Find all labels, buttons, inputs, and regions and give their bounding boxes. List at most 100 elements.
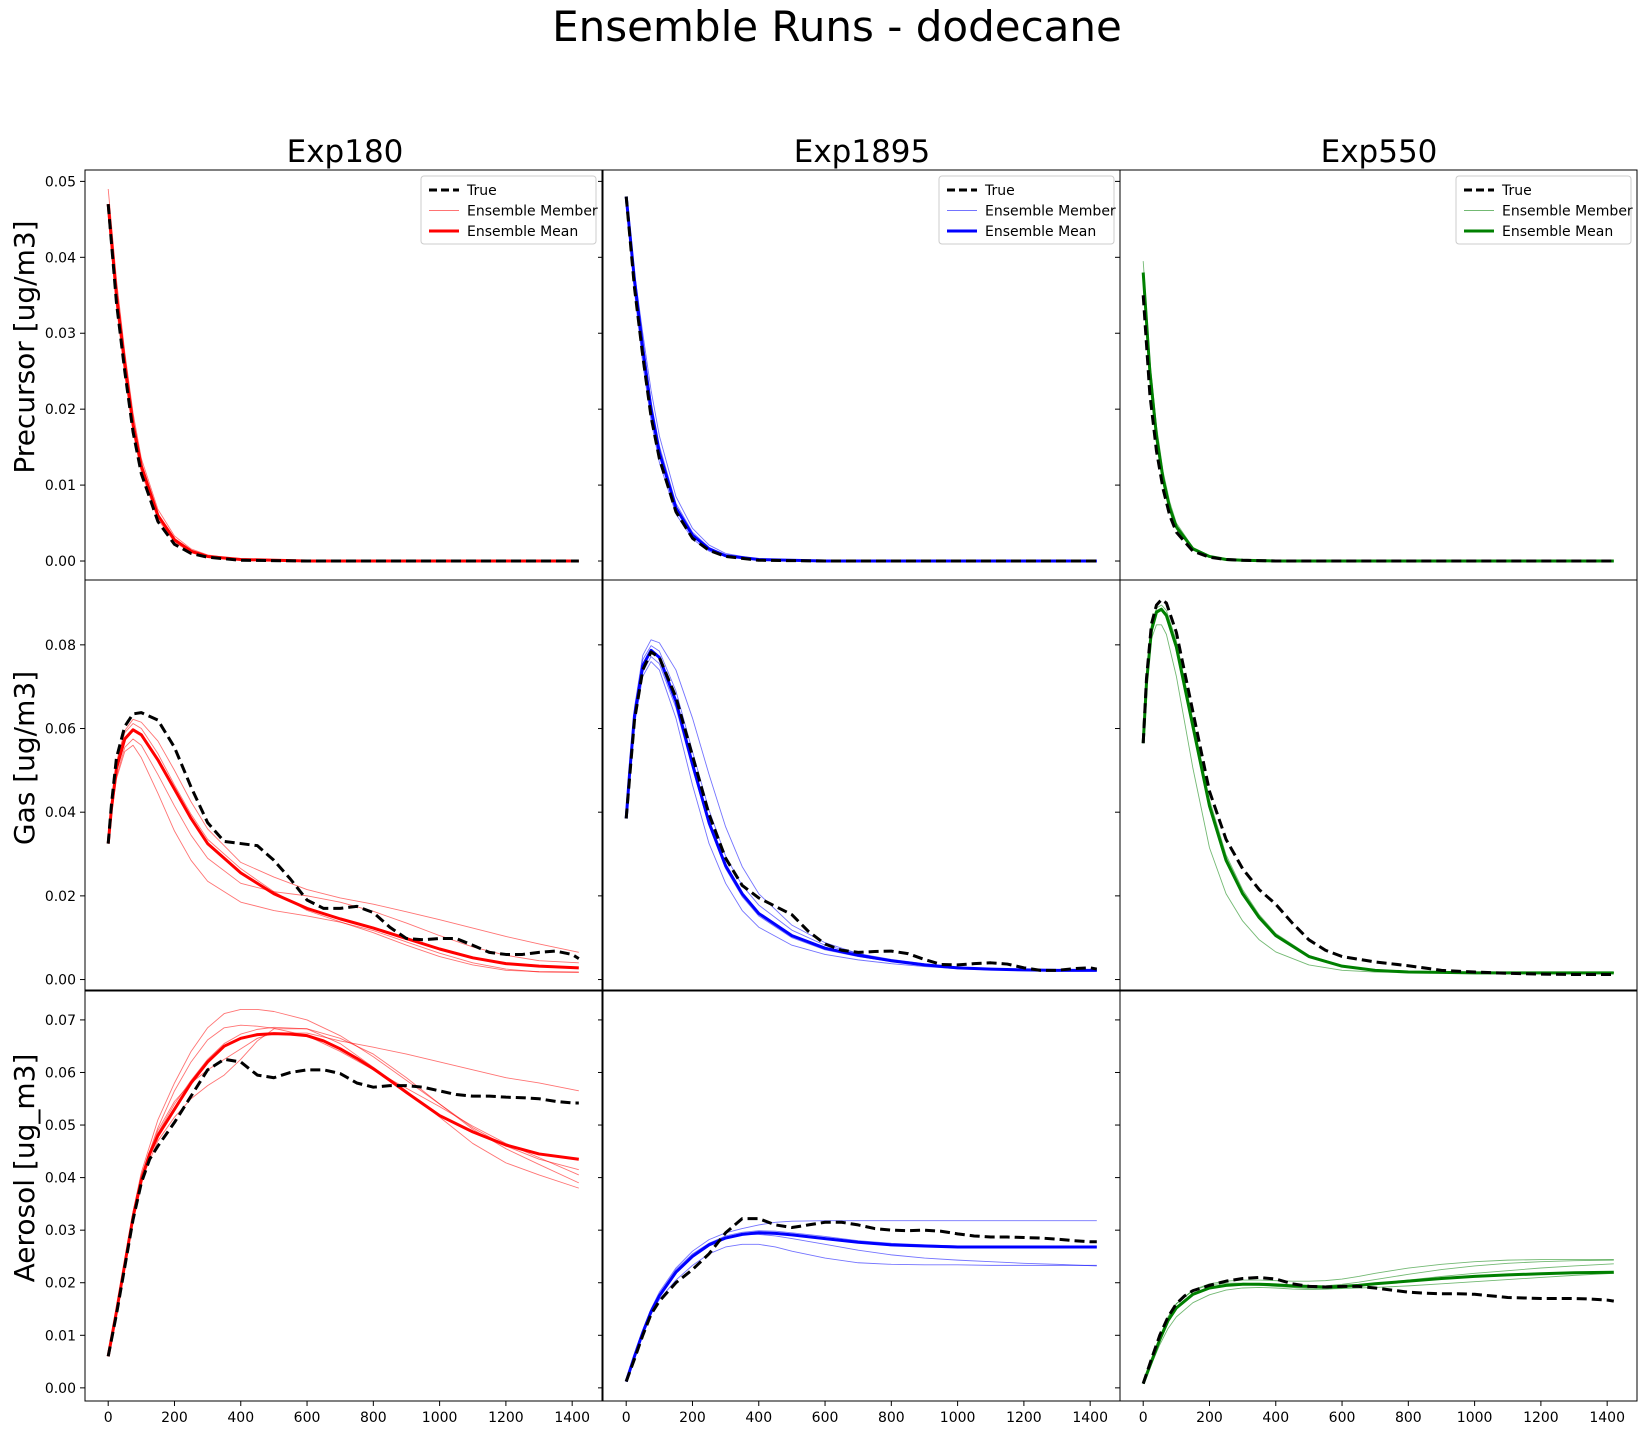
true-line bbox=[1141, 295, 1614, 563]
ensemble-member-line-2 bbox=[1142, 1263, 1614, 1384]
series-group-precursor-exp550 bbox=[1141, 261, 1614, 563]
legend-exp550: True Ensemble Member Ensemble Mean bbox=[1455, 175, 1633, 245]
x-tick-label: 800 bbox=[360, 1410, 387, 1426]
row-label-aerosol: Aerosol [ug_m3] bbox=[8, 1054, 41, 1283]
y-tick-label: 0.02 bbox=[45, 889, 76, 905]
x-tick-label: 1000 bbox=[1457, 1410, 1493, 1426]
row-label-precursor: Precursor [ug/m3] bbox=[8, 220, 41, 473]
ensemble-mean-line bbox=[624, 1231, 1097, 1383]
legend-exp1895: True Ensemble Member Ensemble Mean bbox=[938, 175, 1116, 245]
plot-area-gas-exp550 bbox=[1120, 580, 1637, 990]
ensemble-member-line-4 bbox=[107, 723, 579, 973]
true-line bbox=[1141, 598, 1614, 977]
true-line bbox=[624, 196, 1097, 563]
series-group-aerosol-exp180 bbox=[106, 1008, 579, 1357]
plot-area-aerosol-exp1895 bbox=[603, 991, 1120, 1401]
panel-aerosol-exp1895: 0 200 400 600 800 1000 1200 1400 bbox=[598, 990, 1121, 1426]
y-tick-label: 0.08 bbox=[45, 638, 76, 654]
series-group-aerosol-exp550 bbox=[1141, 1259, 1615, 1385]
panel-gas-exp1895 bbox=[598, 579, 1121, 995]
panel-frame-aerosol-exp550 bbox=[1119, 990, 1638, 1402]
legend-entry: Ensemble Member bbox=[1502, 204, 1633, 220]
legend-entry: Ensemble Mean bbox=[985, 224, 1096, 240]
x-tick-label: 0 bbox=[622, 1410, 631, 1426]
plot-area-gas-exp180 bbox=[85, 580, 602, 990]
panel-precursor-exp1895: True Ensemble Member Ensemble Mean bbox=[598, 169, 1121, 585]
legend-entry: Ensemble Mean bbox=[1502, 224, 1613, 240]
y-tick-label: 0.04 bbox=[45, 805, 76, 821]
x-tick-label: 200 bbox=[1196, 1410, 1223, 1426]
ensemble-member-line-1 bbox=[107, 718, 579, 953]
panel-frame-gas-exp550 bbox=[1119, 579, 1638, 991]
x-tick-label: 600 bbox=[1329, 1410, 1356, 1426]
row-label-gas: Gas [ug/m3] bbox=[8, 671, 41, 845]
series-group-gas-exp550 bbox=[1141, 598, 1614, 977]
y-tick-label: 0.00 bbox=[45, 554, 76, 570]
true-line bbox=[106, 204, 579, 563]
panel-frame-gas-exp180 bbox=[84, 579, 603, 991]
panel-grid: 0.00 0.01 0.02 0.03 0.04 0.05 True Ensemble Mem… bbox=[45, 169, 1638, 1426]
plot-area-gas-exp1895 bbox=[603, 580, 1120, 990]
series-group-aerosol-exp1895 bbox=[624, 1217, 1097, 1383]
legend-exp180: True Ensemble Member Ensemble Mean bbox=[420, 175, 598, 245]
y-tick-label: 0.01 bbox=[45, 478, 76, 494]
ensemble-member-line-2 bbox=[107, 738, 579, 964]
x-tick-label: 0 bbox=[104, 1410, 113, 1426]
y-tick-label: 0.03 bbox=[45, 1223, 76, 1239]
x-tick-label: 0 bbox=[1139, 1410, 1148, 1426]
plot-area-aerosol-exp550 bbox=[1120, 991, 1637, 1401]
panel-frame-aerosol-exp180 bbox=[84, 990, 603, 1402]
y-tick-label: 0.05 bbox=[45, 1118, 76, 1134]
x-tick-label: 200 bbox=[161, 1410, 188, 1426]
legend-entry: Ensemble Member bbox=[985, 204, 1116, 220]
x-tick-label: 800 bbox=[878, 1410, 905, 1426]
x-tick-label: 400 bbox=[745, 1410, 772, 1426]
series-group-gas-exp1895 bbox=[624, 639, 1098, 972]
column-title-exp550: Exp550 bbox=[1321, 134, 1438, 170]
x-tick-label: 800 bbox=[1395, 1410, 1422, 1426]
legend-box bbox=[420, 175, 597, 245]
x-tick-label: 400 bbox=[227, 1410, 254, 1426]
x-tick-label: 600 bbox=[294, 1410, 321, 1426]
x-tick-label: 1200 bbox=[1006, 1410, 1042, 1426]
figure-title: Ensemble Runs - dodecane bbox=[552, 2, 1122, 51]
x-tick-label: 1400 bbox=[1589, 1410, 1625, 1426]
true-line bbox=[624, 650, 1098, 972]
x-tick-label: 600 bbox=[812, 1410, 839, 1426]
y-tick-label: 0.00 bbox=[45, 1381, 76, 1397]
ensemble-member-line-3 bbox=[107, 744, 579, 973]
panel-precursor-exp180: 0.00 0.01 0.02 0.03 0.04 0.05 True Ensemble Mem… bbox=[45, 169, 603, 585]
x-tick-label: 1400 bbox=[1072, 1410, 1108, 1426]
x-tick-label: 200 bbox=[679, 1410, 706, 1426]
y-tick-label: 0.05 bbox=[45, 174, 76, 190]
ensemble-mean-line bbox=[106, 728, 579, 970]
y-tick-label: 0.07 bbox=[45, 1013, 76, 1029]
y-tick-label: 0.02 bbox=[45, 1276, 76, 1292]
column-title-exp1895: Exp1895 bbox=[794, 134, 931, 170]
legend-entry: True bbox=[1501, 183, 1532, 199]
x-tick-label: 400 bbox=[1262, 1410, 1289, 1426]
legend-entry: Ensemble Mean bbox=[467, 224, 578, 240]
x-tick-label: 1400 bbox=[554, 1410, 590, 1426]
legend-entry: True bbox=[984, 183, 1015, 199]
true-line bbox=[1141, 1275, 1615, 1385]
true-line bbox=[106, 711, 580, 960]
x-tick-label: 1000 bbox=[422, 1410, 458, 1426]
y-tick-label: 0.06 bbox=[45, 722, 76, 738]
panel-aerosol-exp180: 0.00 0.01 0.02 0.03 0.04 0.05 0.06 0.07 0 200 400 6… bbox=[45, 990, 603, 1426]
column-title-exp180: Exp180 bbox=[287, 134, 404, 170]
y-tick-label: 0.03 bbox=[45, 326, 76, 342]
panel-aerosol-exp550: 0 200 400 600 800 1000 1200 1400 bbox=[1115, 990, 1638, 1426]
series-group-precursor-exp1895 bbox=[624, 196, 1097, 563]
legend-box bbox=[938, 175, 1115, 245]
legend-box bbox=[1455, 175, 1632, 245]
ensemble-mean-line bbox=[106, 1032, 579, 1357]
y-tick-label: 0.01 bbox=[45, 1328, 76, 1344]
x-tick-label: 1200 bbox=[1523, 1410, 1559, 1426]
legend-entry: Ensemble Member bbox=[467, 204, 598, 220]
plot-area-aerosol-exp180 bbox=[85, 991, 602, 1401]
true-line bbox=[624, 1217, 1097, 1383]
x-tick-label: 1200 bbox=[488, 1410, 524, 1426]
y-tick-label: 0.04 bbox=[45, 1171, 76, 1187]
